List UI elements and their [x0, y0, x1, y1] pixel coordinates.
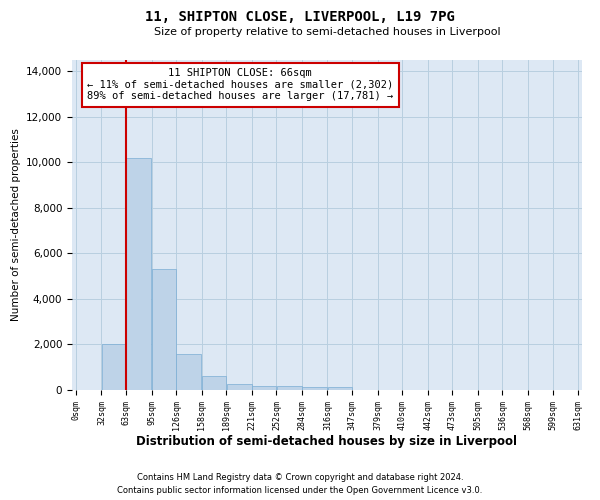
Bar — [328, 387, 352, 390]
Bar — [302, 387, 327, 390]
Text: 11, SHIPTON CLOSE, LIVERPOOL, L19 7PG: 11, SHIPTON CLOSE, LIVERPOOL, L19 7PG — [145, 10, 455, 24]
Y-axis label: Number of semi-detached properties: Number of semi-detached properties — [11, 128, 20, 322]
Bar — [101, 344, 126, 390]
Bar — [152, 270, 176, 390]
Text: Contains HM Land Registry data © Crown copyright and database right 2024.
Contai: Contains HM Land Registry data © Crown c… — [118, 474, 482, 495]
Bar — [277, 386, 302, 390]
Bar — [176, 354, 202, 390]
Text: 11 SHIPTON CLOSE: 66sqm
← 11% of semi-detached houses are smaller (2,302)
89% of: 11 SHIPTON CLOSE: 66sqm ← 11% of semi-de… — [87, 68, 394, 102]
Title: Size of property relative to semi-detached houses in Liverpool: Size of property relative to semi-detach… — [154, 27, 500, 37]
Bar — [202, 376, 226, 390]
Bar — [252, 386, 276, 390]
X-axis label: Distribution of semi-detached houses by size in Liverpool: Distribution of semi-detached houses by … — [137, 436, 517, 448]
Bar — [127, 158, 151, 390]
Bar — [227, 384, 251, 390]
